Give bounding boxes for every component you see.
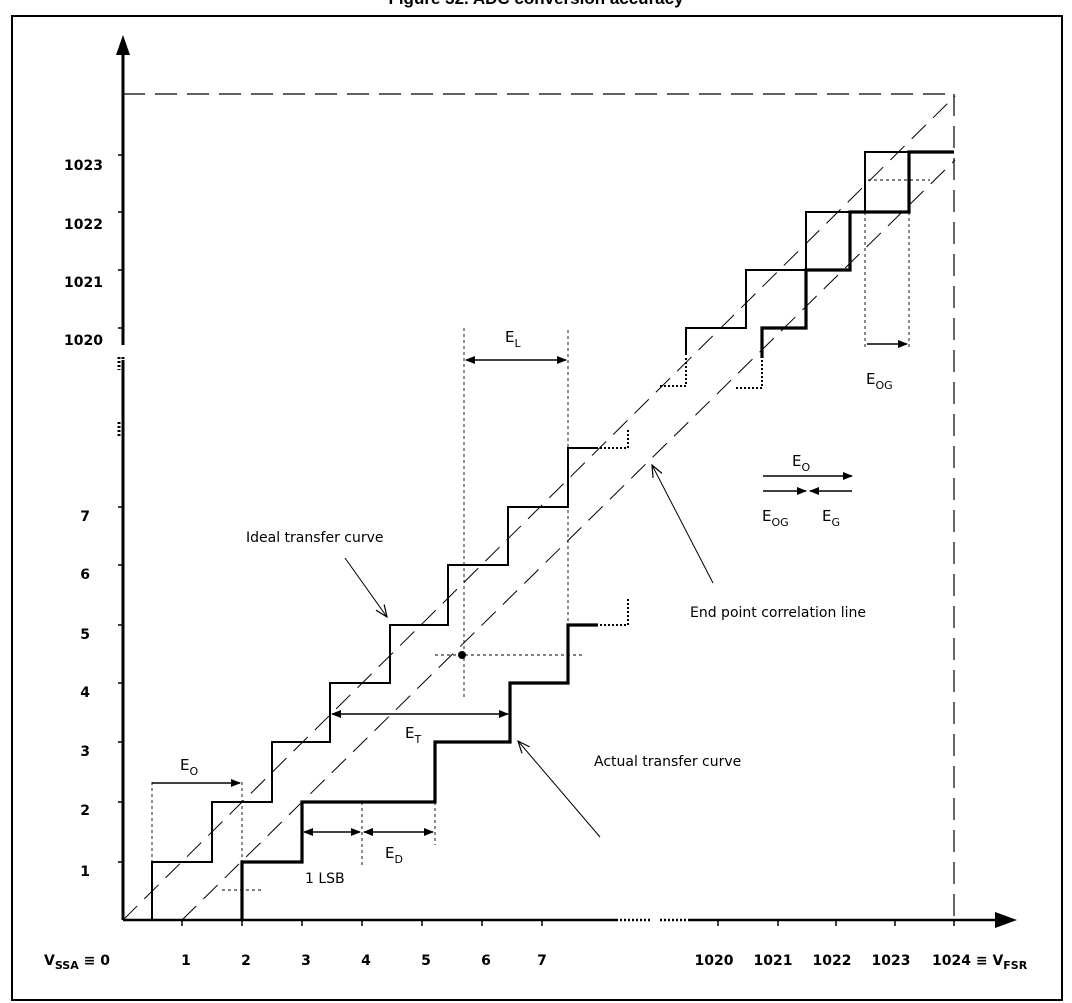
ideal-transfer-curve xyxy=(123,447,598,921)
x-tick-marks xyxy=(181,920,955,926)
figure-frame xyxy=(11,15,1063,1001)
y-tick-label: 3 xyxy=(80,744,90,760)
pointer-arrows xyxy=(344,465,714,838)
x-tick-label: 6 xyxy=(481,953,491,969)
y-tick-label: 1 xyxy=(80,864,90,880)
legend-eg-label: EG xyxy=(822,507,840,529)
ideal-curve-label: Ideal transfer curve xyxy=(246,530,384,546)
legend-eo-label: EO xyxy=(792,452,810,474)
x-tick-label: 5 xyxy=(421,953,431,969)
y-tick-label: 4 xyxy=(80,685,90,701)
full-scale-box xyxy=(123,93,955,920)
y-tick-label: 7 xyxy=(80,509,90,525)
x-tick-label: 1 xyxy=(181,953,191,969)
y-tick-marks xyxy=(118,154,123,863)
y-tick-label: 1020 xyxy=(64,333,103,349)
figure-title: Figure 32. ADC conversion accuracy xyxy=(0,0,1072,9)
x-axis xyxy=(123,912,1017,928)
ideal-transfer-curve-top xyxy=(685,151,954,355)
y-tick-label: 2 xyxy=(80,803,90,819)
et-label: ET xyxy=(405,724,421,746)
x-tick-label: 1023 xyxy=(872,953,911,969)
x-tick-labels: VSSA ≡ 0 1 2 3 4 5 6 7 1020 1021 1022 10… xyxy=(44,953,1028,972)
midpoint-dot xyxy=(458,651,466,659)
eo-label: EO xyxy=(180,756,198,778)
y-tick-label: 1021 xyxy=(64,275,103,291)
annotation-labels: Ideal transfer curve Actual transfer cur… xyxy=(180,328,893,887)
x-tick-label: 3 xyxy=(301,953,311,969)
y-tick-label: 6 xyxy=(80,567,90,583)
x-tick-label: 7 xyxy=(537,953,547,969)
end-point-line-label: End point correlation line xyxy=(690,605,866,621)
y-tick-labels: 1 2 3 4 5 6 7 1020 1021 1022 1023 xyxy=(64,158,103,880)
x-origin-label: VSSA ≡ 0 xyxy=(44,953,110,972)
y-tick-label: 1023 xyxy=(64,158,103,174)
one-lsb-label: 1 LSB xyxy=(305,871,345,887)
y-tick-label: 5 xyxy=(80,627,90,643)
el-label: EL xyxy=(505,328,521,350)
eog-label: EOG xyxy=(866,370,893,392)
measurement-arrows xyxy=(152,340,908,836)
x-tick-label: 4 xyxy=(361,953,371,969)
y-tick-label: 1022 xyxy=(64,217,103,233)
actual-transfer-curve xyxy=(240,623,598,920)
x-tick-label: 1020 xyxy=(695,953,734,969)
x-end-label: 1024 ≡ VFSR xyxy=(932,953,1028,972)
ed-label: ED xyxy=(385,844,403,866)
actual-curve-label: Actual transfer curve xyxy=(594,754,741,770)
y-axis xyxy=(116,35,130,920)
legend-eog-label: EOG xyxy=(762,507,789,529)
x-tick-label: 2 xyxy=(241,953,251,969)
x-tick-label: 1022 xyxy=(813,953,852,969)
x-tick-label: 1021 xyxy=(754,953,793,969)
